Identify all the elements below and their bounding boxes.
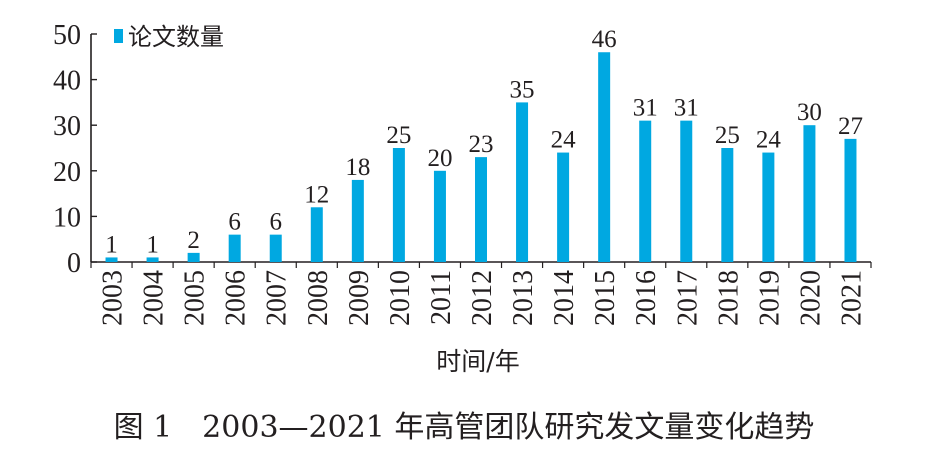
x-tick-label: 2015 (590, 270, 621, 326)
bar-value-label: 18 (345, 154, 370, 181)
bar (721, 148, 734, 262)
bar-value-label: 23 (469, 131, 494, 158)
y-tick-label: 40 (53, 66, 81, 97)
x-tick-label: 2007 (262, 270, 293, 326)
bar (269, 234, 282, 262)
bar (516, 102, 529, 263)
bar-value-label: 24 (551, 127, 577, 154)
x-tick-label: 2019 (754, 270, 785, 326)
bar (557, 152, 570, 262)
legend-label: 论文数量 (128, 23, 224, 51)
x-axis-title: 时间/年 (436, 347, 519, 376)
bar (105, 257, 118, 262)
bar-value-label: 31 (674, 95, 699, 122)
y-tick-label: 20 (53, 157, 81, 188)
y-tick-label: 30 (53, 111, 81, 142)
y-tick-label: 10 (53, 202, 81, 233)
bar-value-label: 20 (427, 145, 452, 172)
bar-value-label: 6 (228, 209, 241, 236)
bar (187, 252, 200, 262)
x-tick-label: 2013 (508, 270, 539, 326)
bar-value-label: 12 (304, 181, 329, 208)
bar (433, 170, 446, 262)
x-tick-label: 2020 (795, 270, 826, 326)
x-tick-label: 2012 (467, 270, 498, 326)
bar-value-label: 1 (105, 231, 118, 258)
bar-value-label: 31 (633, 95, 658, 122)
bar-value-label: 25 (715, 122, 740, 149)
bar (475, 157, 487, 262)
bar-value-label: 27 (838, 113, 863, 140)
bar (392, 148, 405, 262)
bar-value-label: 46 (592, 26, 617, 53)
y-tick-label: 50 (53, 20, 81, 51)
y-axis: 0 10 20 30 40 50 (53, 20, 97, 279)
x-tick-label: 2006 (221, 270, 252, 326)
bar-value-label: 24 (756, 127, 782, 154)
x-tick-label: 2016 (631, 270, 662, 326)
x-tick-label: 2009 (344, 270, 375, 326)
bar-value-label: 6 (269, 209, 282, 236)
bar-value-label: 1 (146, 231, 159, 258)
bar (310, 207, 323, 262)
bar-series (105, 52, 857, 263)
x-tick-label: 2008 (303, 270, 334, 326)
bar (228, 234, 241, 262)
bar-value-label: 30 (797, 99, 822, 126)
bar (762, 152, 775, 262)
bar (844, 138, 857, 262)
legend-swatch (114, 29, 123, 43)
figure-caption: 图 1 2003—2021 年高管团队研究发文量变化趋势 (113, 410, 815, 445)
x-tick-label: 2014 (549, 270, 580, 326)
bar-value-label: 25 (386, 122, 411, 149)
x-tick-label: 2005 (180, 270, 211, 326)
bar (351, 179, 364, 262)
y-tick-label: 0 (67, 248, 81, 279)
bar (146, 257, 159, 262)
x-tick-label: 2010 (385, 270, 416, 326)
bar (680, 120, 693, 262)
x-tick-label: 2018 (713, 270, 744, 326)
legend: 论文数量 (114, 23, 224, 51)
bar-value-label: 2 (187, 227, 200, 254)
x-tick-label: 2004 (139, 270, 170, 326)
x-tick-label: 2021 (836, 270, 867, 326)
bar-value-label: 35 (510, 76, 535, 103)
x-axis: 2003 2004 2005 2006 2007 2008 2009 2010 2011 2012… (90, 261, 872, 326)
bar-chart: 0 10 20 30 40 50 2003 2004 2005 2006 2007 2008 2009… (53, 20, 872, 376)
x-tick-label: 2003 (98, 270, 129, 326)
x-tick-label: 2011 (426, 270, 457, 325)
x-tick-label: 2017 (672, 270, 703, 326)
bar (598, 52, 611, 262)
bar (639, 120, 652, 262)
bar (803, 125, 816, 262)
